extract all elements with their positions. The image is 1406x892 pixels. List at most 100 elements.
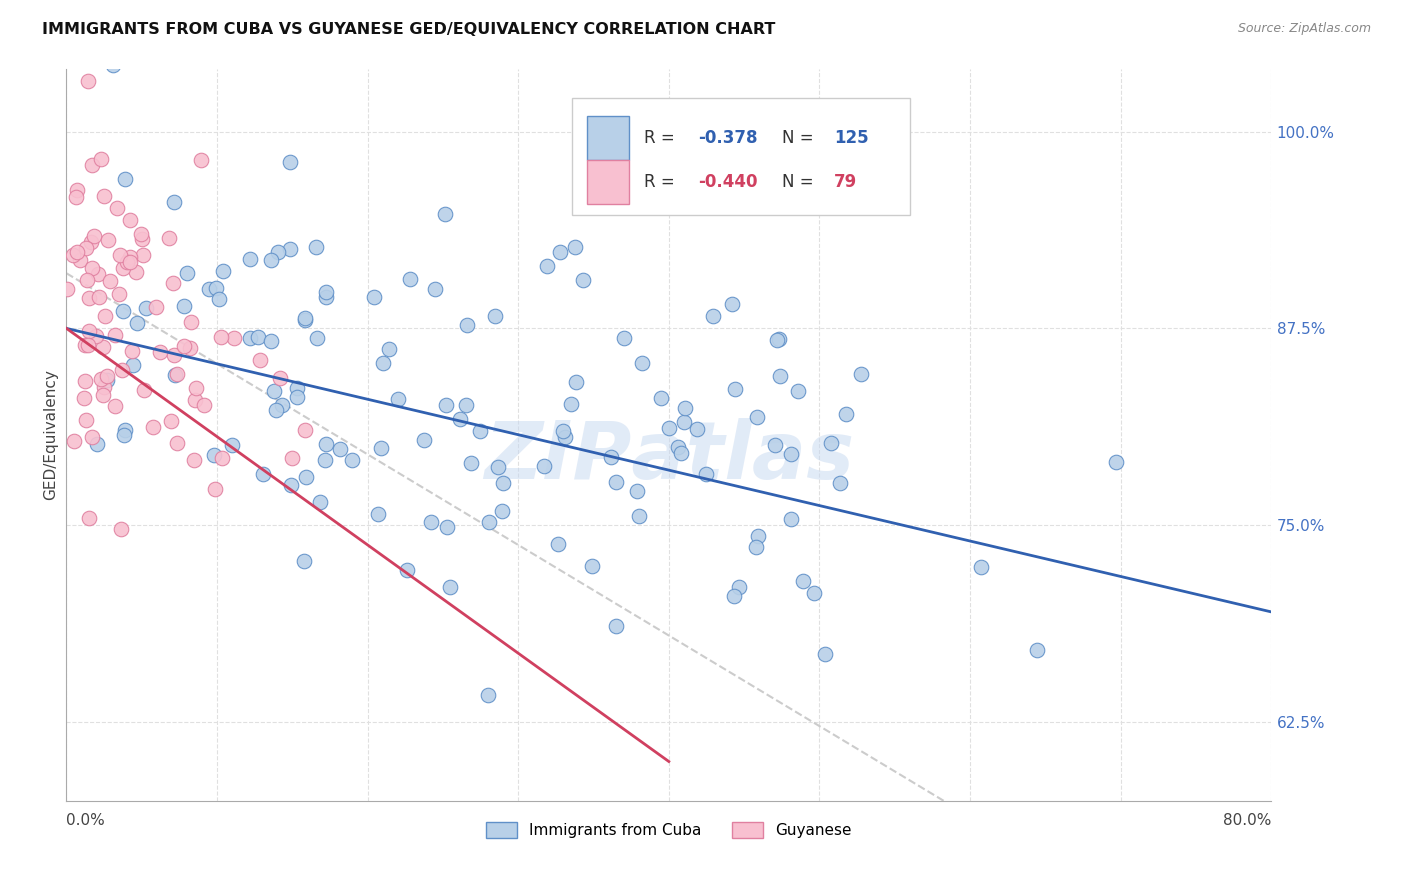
Point (551, 425, 574, 439)
Point (673, 401, 696, 415)
Point (239, 252, 262, 267)
Point (468, 424, 491, 438)
Point (252, 467, 274, 482)
Text: -0.440: -0.440 (697, 173, 758, 191)
Point (98, 274, 121, 288)
Point (744, 540, 766, 554)
Point (180, 315, 202, 329)
Point (329, 442, 352, 457)
Point (287, 381, 309, 395)
Point (93, 380, 115, 394)
Point (548, 244, 571, 259)
Point (84, 328, 107, 343)
Point (97, 233, 120, 247)
Point (763, 438, 786, 452)
Point (399, 272, 422, 286)
Text: N =: N = (782, 129, 818, 147)
Point (728, 580, 751, 594)
Point (157, 230, 180, 244)
Point (184, 381, 207, 395)
Point (309, 495, 332, 509)
Point (56, 282, 79, 296)
Point (183, 453, 205, 467)
Point (436, 520, 458, 534)
Point (491, 503, 513, 517)
Text: Source: ZipAtlas.com: Source: ZipAtlas.com (1237, 22, 1371, 36)
Point (77, 74, 100, 88)
Point (173, 338, 195, 352)
Point (96, 368, 118, 383)
Point (280, 478, 302, 492)
Point (62, 248, 84, 262)
Point (723, 589, 745, 603)
Point (94, 309, 117, 323)
Point (82, 158, 104, 172)
Point (658, 420, 681, 434)
Point (547, 536, 569, 550)
Point (720, 297, 742, 311)
Point (105, 201, 128, 215)
Point (149, 345, 172, 359)
Point (702, 309, 724, 323)
Point (768, 332, 790, 346)
Point (163, 195, 186, 210)
Point (79, 324, 101, 338)
Point (211, 264, 233, 278)
Point (820, 436, 842, 450)
Point (66, 183, 89, 197)
Point (115, 255, 138, 269)
Point (387, 392, 409, 406)
Point (278, 155, 301, 169)
Point (695, 467, 717, 481)
Point (787, 384, 810, 399)
Point (745, 409, 768, 424)
Point (1026, 643, 1049, 657)
Point (221, 437, 243, 451)
Text: N =: N = (782, 173, 818, 191)
Point (129, 227, 152, 242)
Point (536, 259, 558, 273)
Point (439, 580, 461, 594)
Point (66, 245, 89, 260)
Point (118, 250, 141, 264)
Point (135, 301, 157, 315)
Point (269, 371, 291, 385)
Point (605, 475, 627, 489)
Point (87, 267, 110, 281)
Point (260, 334, 283, 348)
Point (314, 453, 336, 467)
Point (108, 286, 131, 301)
FancyBboxPatch shape (586, 116, 628, 160)
Point (224, 331, 246, 345)
Point (803, 586, 825, 600)
Point (79, 292, 101, 306)
Point (672, 415, 695, 429)
Point (970, 560, 993, 574)
Point (63, 434, 86, 448)
Point (103, 58, 125, 72)
Point (294, 423, 316, 437)
Point (202, 448, 225, 462)
Point (239, 331, 262, 345)
Text: 0.0%: 0.0% (66, 814, 105, 829)
Point (145, 300, 167, 314)
Point (278, 242, 301, 256)
Point (93, 189, 115, 203)
FancyBboxPatch shape (586, 160, 628, 204)
Point (280, 450, 302, 465)
Point (104, 399, 127, 413)
Point (249, 353, 271, 368)
Point (82, 430, 104, 444)
Point (378, 343, 401, 357)
Point (90, 372, 112, 386)
Point (162, 276, 184, 290)
Point (669, 445, 692, 459)
Point (779, 447, 801, 461)
Point (581, 558, 603, 573)
Point (86, 437, 108, 451)
Point (208, 292, 231, 306)
Text: -0.378: -0.378 (697, 129, 758, 147)
Point (828, 475, 851, 490)
Point (724, 382, 747, 396)
Point (779, 512, 801, 526)
